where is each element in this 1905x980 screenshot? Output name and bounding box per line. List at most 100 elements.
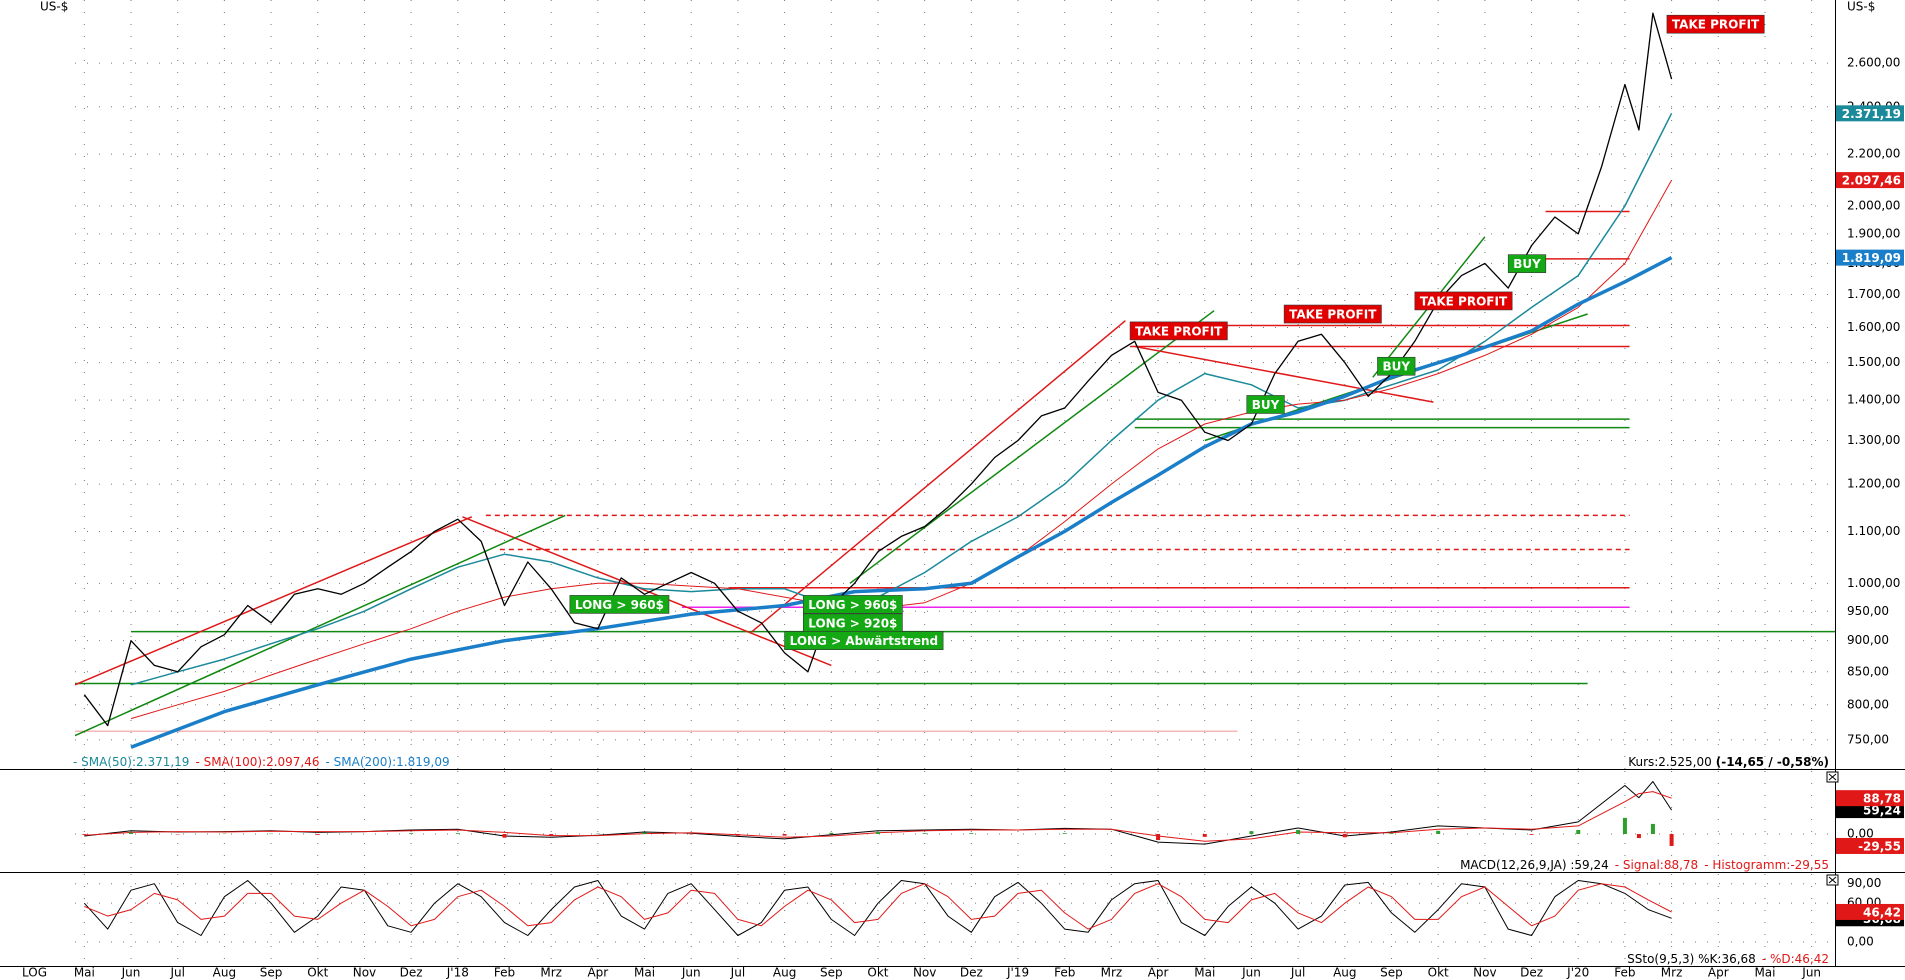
annotation-box bbox=[1414, 291, 1513, 311]
x-tick-label: Sep bbox=[820, 966, 843, 980]
histogram-bar bbox=[1296, 829, 1301, 835]
x-tick-label: Mai bbox=[634, 966, 655, 980]
x-tick-label: Apr bbox=[587, 966, 608, 980]
series-line bbox=[130, 256, 1673, 749]
quote-price: Kurs:2.525,00 bbox=[1628, 755, 1712, 769]
series-line bbox=[84, 781, 1673, 845]
legend: - SMA(50):2.371,19 - SMA(100):2.097,46 - S… bbox=[73, 755, 450, 769]
close-button[interactable] bbox=[1826, 874, 1839, 886]
annotation-label: LONG > 920$ bbox=[808, 616, 897, 630]
y-tick-label: 1.100,00 bbox=[1847, 524, 1900, 538]
y-tick-label: 1.700,00 bbox=[1847, 287, 1900, 301]
x-tick-label: Jun bbox=[1241, 966, 1261, 980]
histogram-bar bbox=[129, 832, 134, 835]
legend-entry: SSto(9,5,3) %K:36,68 bbox=[1627, 952, 1756, 966]
y-tick-label: 950,00 bbox=[1847, 604, 1889, 618]
series-line bbox=[84, 883, 1672, 930]
histogram-bar bbox=[735, 834, 740, 836]
x-tick-label: Mai bbox=[74, 966, 95, 980]
quote-change: (-14,65 / -0,58%) bbox=[1716, 755, 1829, 769]
price-line bbox=[83, 12, 1673, 727]
x-tick-label: Mai bbox=[1754, 966, 1775, 980]
y-tick-label: 0,00 bbox=[1847, 827, 1874, 841]
x-tick-label: Nov bbox=[353, 966, 376, 980]
x-tick-label: Okt bbox=[307, 966, 328, 980]
series-line bbox=[84, 791, 1672, 842]
x-tick-label: Aug bbox=[773, 966, 796, 980]
annotation-box bbox=[1377, 356, 1416, 376]
annotation-label: TAKE PROFIT bbox=[1672, 18, 1760, 32]
y-tick-label: 1.000,00 bbox=[1847, 576, 1900, 590]
legend: SSto(9,5,3) %K:36,68 - %D:46,42 bbox=[1627, 952, 1829, 966]
x-tick-label: J'19 bbox=[1006, 966, 1029, 980]
legend-entry: - Signal:88,78 bbox=[1615, 858, 1698, 872]
legend-entry: - SMA(100):2.097,46 bbox=[195, 755, 319, 769]
x-tick-label: Feb bbox=[494, 966, 515, 980]
annotation-label: LONG > 960$ bbox=[575, 598, 664, 612]
histogram-bar bbox=[549, 834, 554, 836]
legend-entry: - Histogramm:-29,55 bbox=[1704, 858, 1829, 872]
x-tick-label: Mrz bbox=[540, 966, 562, 980]
annotation-box bbox=[784, 631, 944, 650]
y-tick-label: 1.500,00 bbox=[1847, 355, 1900, 369]
annotation-box bbox=[1246, 395, 1285, 414]
x-tick-label: Nov bbox=[1473, 966, 1496, 980]
plot-area bbox=[75, 12, 1835, 749]
x-tick-label: Jul bbox=[169, 966, 184, 980]
y-tick-label: 0,00 bbox=[1847, 935, 1874, 949]
x-tick-label: Mrz bbox=[1661, 966, 1683, 980]
y-tick-label: 800,00 bbox=[1847, 697, 1889, 711]
histogram-bar bbox=[315, 834, 320, 835]
y-tick-label: 850,00 bbox=[1847, 664, 1889, 678]
value-badge bbox=[1836, 903, 1904, 920]
value-badge-label: 2.097,46 bbox=[1842, 174, 1901, 188]
x-tick-label: Sep bbox=[1380, 966, 1403, 980]
histogram-bar bbox=[1342, 834, 1347, 838]
x-tick-label: Feb bbox=[1614, 966, 1635, 980]
annotation-box bbox=[1129, 321, 1228, 341]
x-tick-label: Jun bbox=[1801, 966, 1821, 980]
y-tick-label: 1.600,00 bbox=[1847, 320, 1900, 334]
annotation-label: TAKE PROFIT bbox=[1289, 308, 1377, 322]
x-tick-label: Nov bbox=[913, 966, 936, 980]
annotation-label: LONG > Abwärtstrend bbox=[790, 634, 939, 648]
value-badge-label: 46,42 bbox=[1863, 905, 1901, 919]
x-tick-label: Dez bbox=[400, 966, 423, 980]
scale-label: LOG bbox=[22, 966, 47, 980]
legend-entry: - SMA(50):2.371,19 bbox=[73, 755, 189, 769]
plot-area bbox=[83, 880, 1672, 936]
y-tick-label: 1.400,00 bbox=[1847, 393, 1900, 407]
value-badge-label: 1.819,09 bbox=[1842, 251, 1901, 265]
x-tick-label: Apr bbox=[1148, 966, 1169, 980]
annotation-box bbox=[1666, 14, 1765, 34]
value-badge bbox=[1836, 105, 1904, 122]
trend-line bbox=[462, 516, 832, 667]
value-badge bbox=[1836, 249, 1904, 266]
x-tick-label: Apr bbox=[1708, 966, 1729, 980]
x-tick-label: Jul bbox=[730, 966, 745, 980]
annotation-box bbox=[802, 595, 903, 614]
legend-entry: - SMA(200):1.819,09 bbox=[326, 755, 450, 769]
histogram-bar bbox=[642, 832, 647, 835]
histogram-bar bbox=[1389, 833, 1394, 835]
annotation-label: LONG > 960$ bbox=[808, 598, 897, 612]
histogram-bar bbox=[82, 834, 87, 835]
plot-area bbox=[82, 781, 1674, 846]
histogram-bar bbox=[969, 833, 974, 835]
x-tick-label: Dez bbox=[1520, 966, 1543, 980]
annotation-box bbox=[1283, 304, 1382, 324]
close-button[interactable] bbox=[1826, 771, 1839, 783]
x-tick-label: Sep bbox=[260, 966, 283, 980]
y-tick-label: 2.000,00 bbox=[1847, 199, 1900, 213]
trend-line bbox=[751, 320, 1126, 633]
x-tick-label: J'18 bbox=[446, 966, 469, 980]
x-tick-label: Feb bbox=[1054, 966, 1075, 980]
unit-label: US-$ bbox=[1847, 0, 1875, 14]
value-badge-label: -29,55 bbox=[1858, 839, 1901, 853]
annotation-label: TAKE PROFIT bbox=[1135, 324, 1223, 338]
y-tick-label: 1.300,00 bbox=[1847, 433, 1900, 447]
quote: Kurs:2.525,00 (-14,65 / -0,58%) bbox=[1628, 755, 1829, 769]
histogram-bar bbox=[1202, 834, 1207, 837]
value-badge-label: 59,24 bbox=[1863, 804, 1901, 818]
legend-entry: MACD(12,26,9,JA) :59,24 bbox=[1460, 858, 1609, 872]
